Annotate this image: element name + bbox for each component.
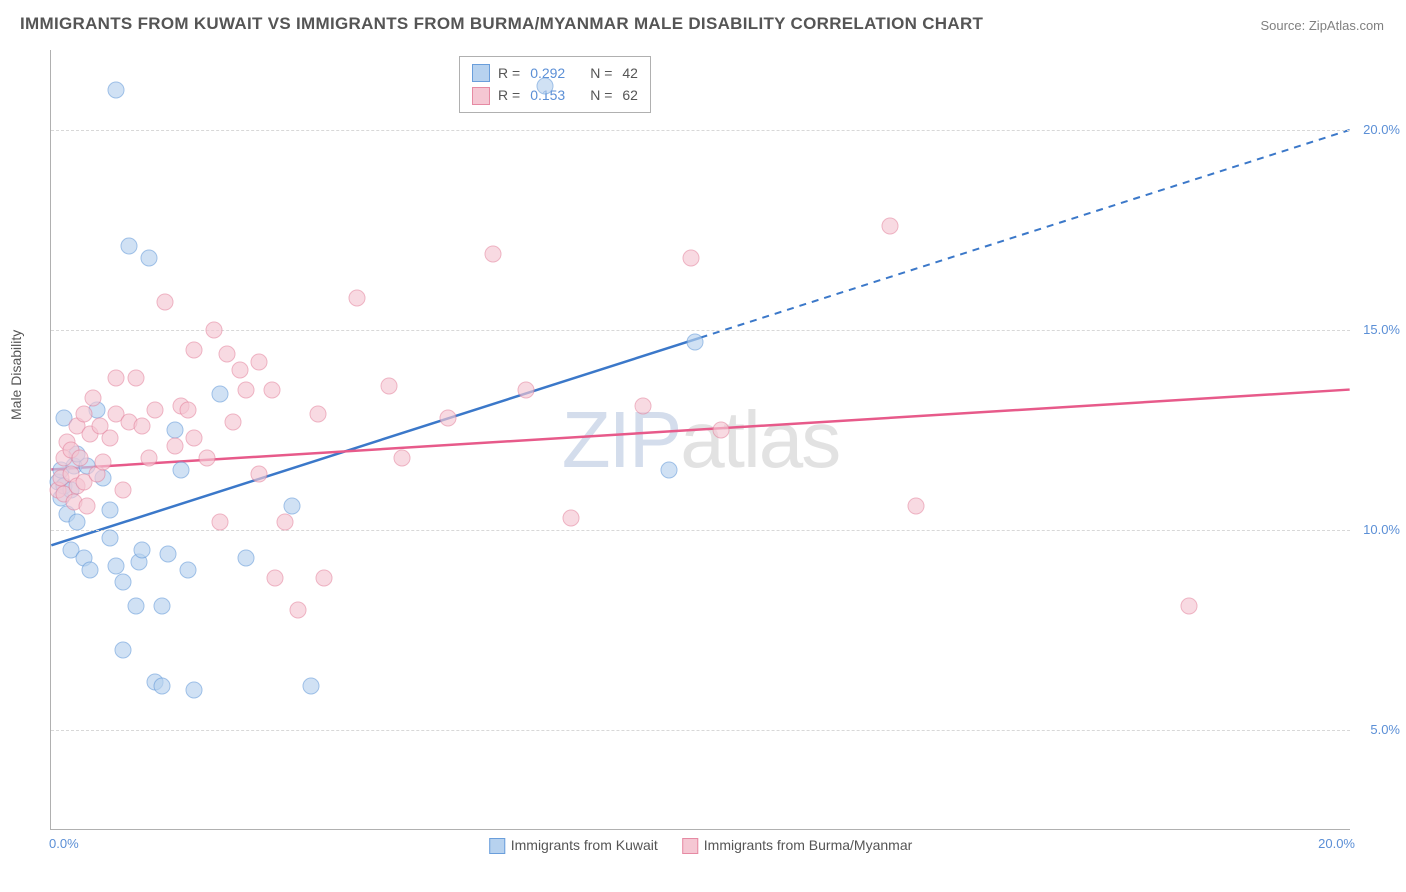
legend-label: Immigrants from Burma/Myanmar: [704, 837, 912, 853]
scatter-point-burma: [267, 570, 284, 587]
source-text: Source: ZipAtlas.com: [1260, 18, 1384, 33]
scatter-point-kuwait: [108, 558, 125, 575]
scatter-point-kuwait: [660, 462, 677, 479]
trendline-kuwait: [51, 338, 700, 546]
scatter-point-kuwait: [108, 82, 125, 99]
scatter-point-burma: [712, 422, 729, 439]
gridline: [51, 530, 1350, 531]
scatter-point-burma: [348, 290, 365, 307]
scatter-point-kuwait: [101, 502, 118, 519]
scatter-point-kuwait: [153, 598, 170, 615]
scatter-point-burma: [563, 510, 580, 527]
scatter-point-burma: [72, 450, 89, 467]
scatter-point-burma: [95, 454, 112, 471]
scatter-point-kuwait: [179, 562, 196, 579]
scatter-point-kuwait: [537, 78, 554, 95]
scatter-point-burma: [309, 406, 326, 423]
scatter-point-kuwait: [114, 574, 131, 591]
scatter-point-burma: [108, 370, 125, 387]
scatter-point-burma: [156, 294, 173, 311]
scatter-point-kuwait: [212, 386, 229, 403]
scatter-point-kuwait: [186, 682, 203, 699]
scatter-point-burma: [101, 430, 118, 447]
x-tick-label: 20.0%: [1318, 836, 1355, 851]
scatter-point-burma: [517, 382, 534, 399]
scatter-point-burma: [238, 382, 255, 399]
scatter-point-kuwait: [283, 498, 300, 515]
scatter-point-kuwait: [303, 678, 320, 695]
scatter-point-burma: [485, 246, 502, 263]
gridline: [51, 730, 1350, 731]
scatter-point-burma: [381, 378, 398, 395]
scatter-point-burma: [199, 450, 216, 467]
scatter-point-burma: [251, 466, 268, 483]
scatter-point-burma: [907, 498, 924, 515]
scatter-point-burma: [85, 390, 102, 407]
bottom-legend: Immigrants from Kuwait Immigrants from Bu…: [489, 837, 913, 854]
scatter-point-burma: [127, 370, 144, 387]
scatter-point-burma: [316, 570, 333, 587]
y-tick-label: 20.0%: [1355, 122, 1400, 137]
y-axis-label: Male Disability: [8, 330, 24, 420]
scatter-point-burma: [251, 354, 268, 371]
scatter-point-burma: [114, 482, 131, 499]
scatter-point-kuwait: [166, 422, 183, 439]
trendline-dashed-kuwait: [701, 130, 1350, 338]
scatter-point-burma: [134, 418, 151, 435]
scatter-point-burma: [881, 218, 898, 235]
trend-lines: [51, 50, 1350, 829]
scatter-point-burma: [218, 346, 235, 363]
scatter-point-burma: [394, 450, 411, 467]
scatter-point-kuwait: [238, 550, 255, 567]
scatter-point-burma: [212, 514, 229, 531]
scatter-point-kuwait: [686, 334, 703, 351]
scatter-point-kuwait: [101, 530, 118, 547]
gridline: [51, 330, 1350, 331]
legend-item-kuwait: Immigrants from Kuwait: [489, 837, 658, 854]
scatter-point-burma: [231, 362, 248, 379]
scatter-point-burma: [140, 450, 157, 467]
scatter-point-kuwait: [69, 514, 86, 531]
scatter-point-kuwait: [160, 546, 177, 563]
scatter-point-kuwait: [173, 462, 190, 479]
legend-label: Immigrants from Kuwait: [511, 837, 658, 853]
y-tick-label: 5.0%: [1355, 722, 1400, 737]
scatter-point-burma: [205, 322, 222, 339]
y-tick-label: 15.0%: [1355, 322, 1400, 337]
chart-title: IMMIGRANTS FROM KUWAIT VS IMMIGRANTS FRO…: [20, 14, 983, 34]
scatter-point-burma: [264, 382, 281, 399]
scatter-point-kuwait: [140, 250, 157, 267]
scatter-point-burma: [634, 398, 651, 415]
scatter-point-burma: [78, 498, 95, 515]
chart-area: ZIPatlas R =0.292N =42R =0.153N =62 Immi…: [50, 50, 1350, 830]
x-tick-label: 0.0%: [49, 836, 79, 851]
scatter-point-burma: [277, 514, 294, 531]
scatter-point-burma: [1180, 598, 1197, 615]
scatter-point-burma: [186, 342, 203, 359]
scatter-point-burma: [179, 402, 196, 419]
scatter-point-burma: [166, 438, 183, 455]
scatter-point-burma: [439, 410, 456, 427]
scatter-point-burma: [147, 402, 164, 419]
scatter-point-burma: [75, 406, 92, 423]
scatter-point-kuwait: [153, 678, 170, 695]
scatter-point-burma: [683, 250, 700, 267]
scatter-point-kuwait: [114, 642, 131, 659]
scatter-point-burma: [225, 414, 242, 431]
scatter-point-kuwait: [82, 562, 99, 579]
gridline: [51, 130, 1350, 131]
trendline-burma: [51, 390, 1349, 470]
legend-item-burma: Immigrants from Burma/Myanmar: [682, 837, 912, 854]
y-tick-label: 10.0%: [1355, 522, 1400, 537]
swatch-icon: [489, 838, 505, 854]
scatter-point-burma: [186, 430, 203, 447]
scatter-point-kuwait: [134, 542, 151, 559]
swatch-icon: [682, 838, 698, 854]
scatter-point-burma: [290, 602, 307, 619]
scatter-point-kuwait: [127, 598, 144, 615]
scatter-point-kuwait: [121, 238, 138, 255]
